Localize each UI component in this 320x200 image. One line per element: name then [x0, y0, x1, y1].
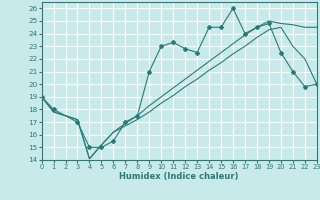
X-axis label: Humidex (Indice chaleur): Humidex (Indice chaleur): [119, 172, 239, 181]
